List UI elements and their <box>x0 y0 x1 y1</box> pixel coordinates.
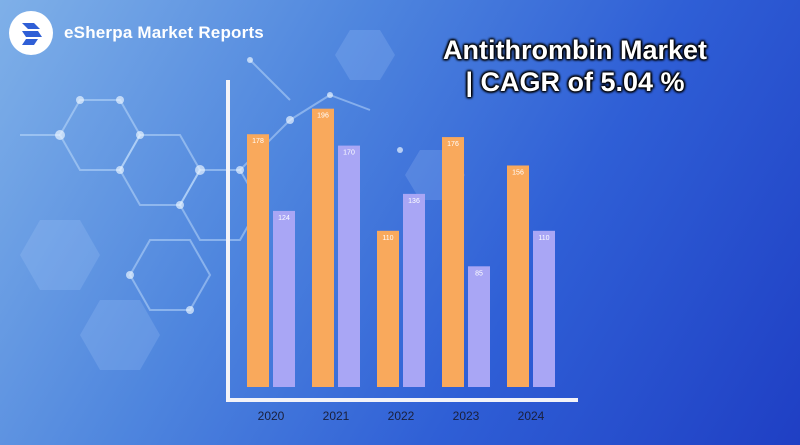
bar-2021-series-2 <box>338 145 360 387</box>
bar-2022-series-2 <box>403 193 425 387</box>
x-tick-label: 2024 <box>518 409 545 423</box>
x-tick-label: 2021 <box>323 409 350 423</box>
bar-2023-series-2 <box>468 266 490 387</box>
bar-value-label: 176 <box>447 141 459 148</box>
bar-2020-series-2 <box>273 210 295 387</box>
bar-2020-series-1 <box>247 134 269 387</box>
x-tick-label: 2022 <box>388 409 415 423</box>
esherpa-logo-icon <box>9 11 53 55</box>
bar-2024-series-1 <box>507 165 529 387</box>
bar-value-label: 178 <box>252 138 264 145</box>
bar-value-label: 85 <box>475 270 483 277</box>
title-line-1: Antithrombin Market <box>442 35 707 65</box>
x-tick-labels: 2020 2021 2022 2023 2024 <box>258 409 545 423</box>
bar-value-label: 136 <box>408 198 420 205</box>
brand: eSherpa Market Reports <box>8 10 264 56</box>
bar-value-label: 156 <box>512 169 524 176</box>
bars: 178 124 196 170 110 136 176 85 156 110 <box>247 108 555 388</box>
bar-2024-series-2 <box>533 230 555 387</box>
x-tick-label: 2020 <box>258 409 285 423</box>
x-tick-label: 2023 <box>453 409 480 423</box>
page-title: Antithrombin Market | CAGR of 5.04 % <box>395 34 755 98</box>
brand-name: eSherpa Market Reports <box>64 23 264 42</box>
bar-value-label: 110 <box>538 235 549 242</box>
bar-2021-series-1 <box>312 108 334 388</box>
title-line-2: | CAGR of 5.04 % <box>465 67 685 97</box>
bar-2022-series-1 <box>377 230 399 387</box>
bar-value-label: 124 <box>278 215 290 222</box>
bar-value-label: 196 <box>317 113 329 120</box>
bar-value-label: 110 <box>382 235 393 242</box>
bar-value-label: 170 <box>343 150 355 157</box>
bar-2023-series-1 <box>442 137 464 387</box>
